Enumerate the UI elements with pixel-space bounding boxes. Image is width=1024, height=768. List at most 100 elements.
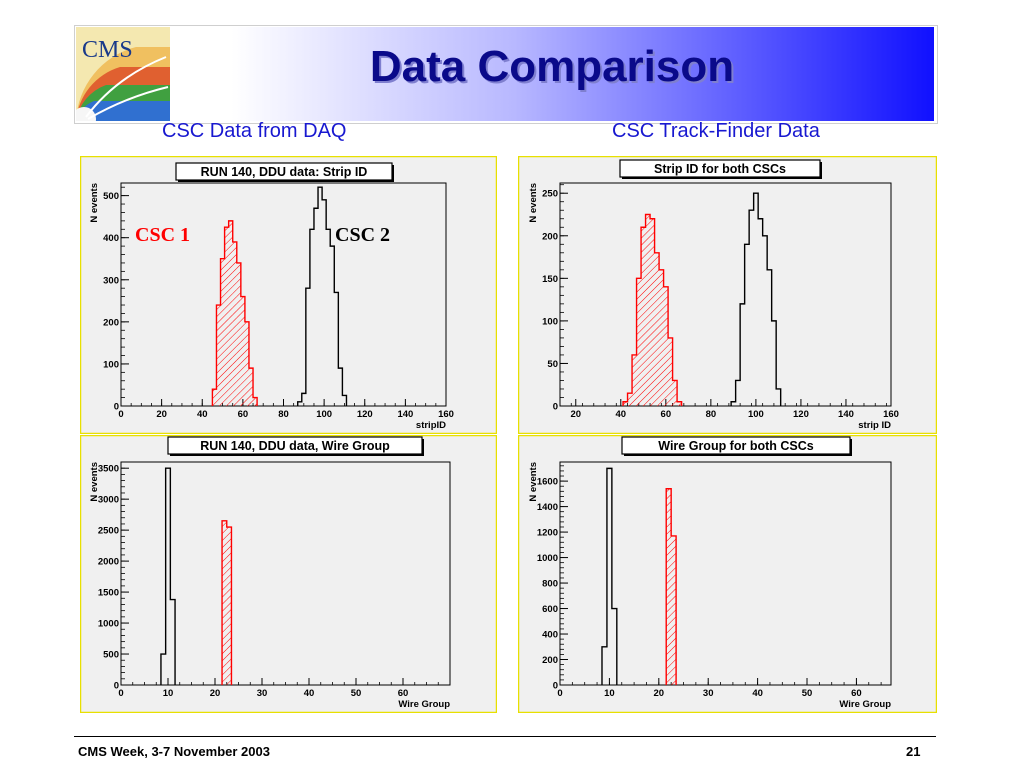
y-tick-label: 1500 — [98, 588, 119, 599]
y-tick-label: 50 — [547, 359, 558, 370]
histogram-bin — [212, 389, 217, 406]
x-tick-label: 100 — [316, 409, 332, 420]
histogram-outline — [622, 213, 683, 406]
histogram-bin — [226, 527, 232, 685]
histogram-outline — [297, 186, 348, 406]
histogram-bin — [627, 393, 633, 406]
x-axis-label: Wire Group — [398, 699, 450, 710]
chart-title-box: Strip ID for both CSCs — [619, 159, 822, 179]
x-tick-label: 80 — [278, 409, 289, 420]
histogram-bin — [232, 241, 237, 406]
histogram-bin — [671, 535, 677, 685]
histogram-bin — [645, 214, 651, 406]
y-tick-label: 200 — [542, 231, 558, 242]
histogram-bin — [244, 321, 249, 406]
y-tick-label: 3000 — [98, 495, 119, 506]
histogram-bin — [248, 368, 254, 406]
x-axis-label: strip ID — [858, 420, 891, 431]
histogram-series — [622, 213, 683, 406]
plot-area — [559, 182, 892, 407]
histogram-bin — [222, 520, 227, 685]
x-tick-label: 120 — [793, 409, 809, 420]
y-tick-label: 300 — [103, 275, 119, 286]
histogram-outline — [601, 467, 618, 685]
x-tick-label: 60 — [238, 409, 249, 420]
x-tick-label: 50 — [802, 688, 813, 699]
subtitle-left: CSC Data from DAQ — [162, 120, 347, 142]
y-tick-label: 600 — [542, 604, 558, 615]
y-tick-label: 0 — [114, 681, 119, 692]
y-tick-label: 200 — [542, 655, 558, 666]
y-tick-label: 400 — [103, 233, 119, 244]
histogram-bin — [632, 354, 637, 406]
histogram-bin — [641, 227, 646, 406]
histogram-bin — [216, 305, 221, 406]
y-tick-label: 1200 — [537, 528, 558, 539]
y-tick-label: 100 — [103, 359, 119, 370]
page-number: 21 — [906, 744, 921, 759]
x-tick-label: 60 — [398, 688, 409, 699]
page-title: Data Comparison — [369, 42, 735, 91]
histogram-bin — [253, 397, 258, 406]
histogram-bin — [663, 286, 669, 406]
histogram-bin — [672, 380, 678, 406]
chart-title: Wire Group for both CSCs — [658, 439, 813, 453]
y-tick-label: 500 — [103, 191, 119, 202]
x-tick-label: 120 — [357, 409, 373, 420]
x-tick-label: 20 — [570, 409, 581, 420]
x-tick-label: 160 — [438, 409, 454, 420]
strip-tf-chart: Strip ID for both CSCs 20 40 60 80 100 120 140 1… — [517, 155, 938, 435]
histogram-bin — [654, 252, 660, 406]
histogram-series — [297, 186, 348, 406]
histogram-bin — [668, 337, 673, 406]
title-banner — [170, 27, 934, 121]
y-tick-label: 2500 — [98, 526, 119, 537]
x-tick-label: 0 — [557, 688, 562, 699]
chart-annotation: CSC 2 — [335, 224, 390, 246]
histogram-series — [601, 467, 618, 685]
histogram-series — [221, 520, 233, 685]
chart-panel-strip-daq: RUN 140, DDU data: Strip ID 0 20 40 60 80 100 1… — [79, 155, 498, 435]
x-tick-label: 0 — [118, 409, 123, 420]
x-tick-label: 60 — [661, 409, 672, 420]
x-tick-label: 10 — [163, 688, 174, 699]
x-tick-label: 30 — [257, 688, 268, 699]
y-tick-label: 150 — [542, 274, 558, 285]
chart-title: RUN 140, DDU data, Wire Group — [200, 439, 390, 453]
x-tick-label: 0 — [118, 688, 123, 699]
title-banner-border — [74, 25, 938, 124]
y-tick-label: 1600 — [537, 477, 558, 488]
x-tick-label: 60 — [851, 688, 862, 699]
x-tick-label: 20 — [156, 409, 167, 420]
y-axis-label: N events — [89, 183, 100, 223]
histogram-series — [211, 220, 258, 406]
histogram-outline — [730, 192, 782, 406]
histogram-bin — [220, 258, 225, 406]
histogram-series — [160, 467, 176, 685]
cms-logo: CMS — [76, 27, 170, 121]
y-tick-label: 0 — [114, 402, 119, 413]
x-tick-label: 20 — [654, 688, 665, 699]
histogram-outline — [160, 467, 176, 685]
y-axis-label: N events — [528, 183, 539, 223]
y-axis-label: N events — [528, 462, 539, 502]
subtitle-right: CSC Track-Finder Data — [612, 120, 820, 142]
x-tick-label: 30 — [703, 688, 714, 699]
x-tick-label: 50 — [351, 688, 362, 699]
chart-title-box: Wire Group for both CSCs — [621, 436, 852, 456]
logo-text: CMS — [82, 37, 133, 63]
y-tick-label: 2000 — [98, 557, 119, 568]
histogram-outline — [211, 220, 258, 406]
chart-panel-strip-tf: Strip ID for both CSCs 20 40 60 80 100 120 140 1… — [517, 155, 938, 435]
cms-logo-graphic: CMS — [76, 27, 170, 121]
y-tick-label: 0 — [553, 681, 558, 692]
histogram-series — [665, 488, 677, 685]
histogram-bin — [650, 218, 655, 406]
histogram-bin — [236, 262, 241, 406]
x-tick-label: 40 — [304, 688, 315, 699]
x-tick-label: 20 — [210, 688, 221, 699]
y-axis-label: N events — [89, 462, 100, 502]
y-tick-label: 500 — [103, 650, 119, 661]
y-tick-label: 1400 — [537, 502, 558, 513]
plot-area — [120, 461, 451, 686]
